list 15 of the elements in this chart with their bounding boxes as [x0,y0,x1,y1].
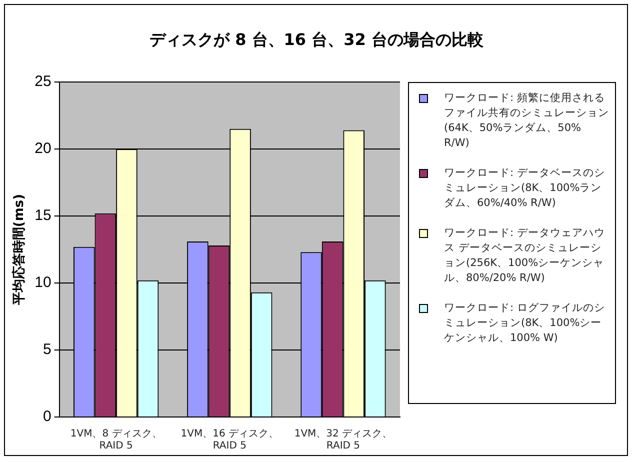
y-axis-title: 平均応答時間(ms) [11,194,28,306]
legend-label: ワークロード: データベースのシミュレーション(8K、100%ランダム、60%/40% R/W) [444,166,606,211]
x-tick-label: 1VM、8 ディスク、RAID 5 [70,428,162,452]
legend-label: ワークロード: 頻繁に使用されるファイル共有のシミュレーション(64K、50%ランダム、50% R/W) [444,91,609,151]
y-tick-label: 0 [42,408,52,426]
y-tick-label: 15 [34,207,52,224]
y-tick-label: 5 [42,341,52,358]
y-tick-label: 10 [34,274,52,292]
chart-title: ディスクが 8 台、16 台、32 台の場合の比較 [148,30,484,51]
x-tick-label: 1VM、16 ディスク、RAID 5 [180,428,279,452]
legend-label: ワークロード: ログファイルのシミュレーション(8K、100%シーケンシャル、100% W) [444,301,606,346]
y-tick-label: 25 [34,73,52,90]
y-tick-label: 20 [34,140,52,158]
legend-label: ワークロード: データウェアハウス データベースのシミュレーション(256K、100%シーケンシャル、80%/20% R/W) [444,226,606,286]
x-tick-label: 1VM、32 ディスク、RAID 5 [294,428,392,452]
